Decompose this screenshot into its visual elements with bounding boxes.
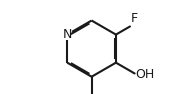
Text: OH: OH	[136, 68, 155, 81]
Text: F: F	[131, 12, 138, 25]
Text: N: N	[63, 28, 72, 41]
